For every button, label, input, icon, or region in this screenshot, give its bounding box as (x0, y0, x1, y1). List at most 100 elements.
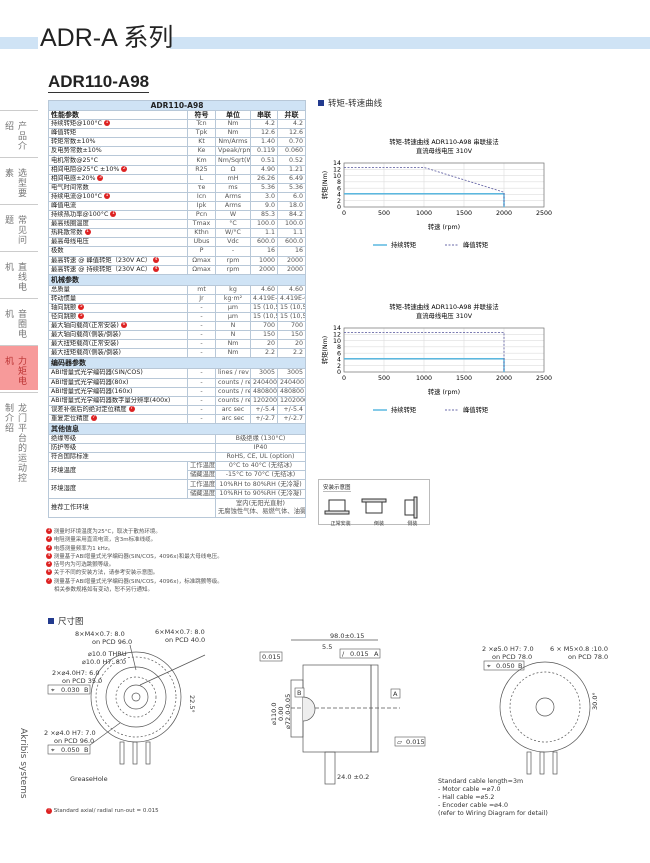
sidebar-item-label: 产品介绍 (3, 121, 26, 151)
table-cell: arc sec (215, 413, 251, 425)
table-cell: counts / rev (215, 377, 251, 388)
rear-label-1: 2 ×⌀5.0 H7: 7.0 (482, 645, 534, 653)
y-tick-label: 12 (333, 331, 341, 338)
sidebar-item[interactable]: 产品介绍 (0, 110, 38, 157)
legend-label: 持续转矩 (391, 405, 416, 414)
table-cell: 1202000 (250, 395, 278, 406)
table-row: 最大扭矩载荷(侧装/倒装) - Nm 2.2 2.2 (48, 348, 307, 359)
footnote: 7 测量基于ABI增量式光学编码器(SIN/COS，4096x)，标准跳颤等级。 (46, 577, 223, 585)
table-cell: 700 (276, 321, 307, 332)
footnote: 5 括号内为可选跳颤等级。 (46, 561, 115, 569)
param-label: 持续电流@100°C (51, 192, 103, 200)
param-label: ABI增量式光学编码器数字量分辨率(400x) (51, 396, 171, 404)
param-label: 最大扭矩载荷(侧装/倒装) (51, 349, 122, 357)
table-cell: Jr (187, 293, 216, 304)
table-row: ABI增量式光学编码器(160x)-counts / rev4808004808… (48, 386, 307, 397)
footnote-marker: 2 (121, 165, 128, 172)
table-cell: - (187, 395, 216, 406)
table-cell: 0°C to 40°C (无结冰) (214, 461, 307, 472)
param-name: 最大扭矩载荷(侧装/倒装) (48, 348, 188, 359)
table-cell: 6.0 (276, 191, 307, 202)
table-cell: 12.6 (250, 128, 278, 139)
footnote: 3 电感测量频率为1 kHz。 (46, 544, 114, 552)
side-dia-3: ⌀72.0-0.05 (284, 694, 292, 729)
sidebar-item[interactable]: 常见问题 (0, 204, 38, 251)
table-cell: rpm (215, 264, 251, 275)
sidebar-item[interactable]: 龙门平台的运动控制介绍 (0, 392, 38, 487)
table-cell: Arms (215, 191, 251, 202)
plot-frame (343, 162, 545, 208)
table-cell: 85.3 (250, 210, 278, 221)
table-row: 最高母线电压 Ubus Vdc 600.0 600.0 (48, 237, 307, 248)
table-cell: 符号 (187, 109, 216, 121)
footnote-text: 关于不同的安装方法，请参考安装示意图。 (53, 570, 159, 577)
table-cell: counts / rev (215, 395, 251, 406)
x-tick-label: 2500 (536, 210, 552, 217)
param-name: ABI增量式光学编码器数字量分辨率(400x) (48, 395, 188, 406)
side-view (290, 639, 400, 785)
param-name: 最大扭矩载荷(正常安装) (48, 339, 188, 350)
table-cell: 15 (10,5) (250, 302, 278, 313)
sidebar-item-label: 龙门平台的运动控制介绍 (3, 403, 26, 483)
cable-line-5: (refer to Wiring Diagram for detail) (438, 810, 548, 817)
install-normal-label: 正常安装 (330, 521, 351, 527)
table-cell: arc sec (215, 404, 251, 415)
front-label-6b: on PCD 96.0 (54, 737, 94, 745)
table-cell: 推荐工作环境 (48, 497, 216, 518)
install-title: 安装示意图 (323, 485, 351, 492)
table-cell: Ωmax (187, 264, 216, 275)
table-row: ABI增量式光学编码器数字量分辨率(400x)-counts / rev1202… (48, 395, 307, 406)
table-cell: 1202000 (276, 395, 307, 406)
table-cell: mH (215, 173, 251, 184)
table-cell: 4.60 (250, 284, 278, 295)
table-cell: Ωmax (187, 255, 216, 266)
dims-title: 尺寸图 (58, 617, 84, 627)
sidebar-item[interactable]: 音圈电机 (0, 298, 38, 345)
param-label: 最大轴向载荷(侧装/倒装) (51, 331, 122, 339)
table-cell: lines / rev (215, 368, 251, 379)
x-tick-label: 500 (378, 210, 390, 217)
chart-subtitle: 直流母线电压 310V (416, 146, 473, 155)
side-flange: 5.5 (322, 643, 332, 651)
table-cell: 16 (250, 246, 278, 257)
param-name: ABI增量式光学编码器(80x) (48, 377, 188, 388)
y-axis-label: 转矩(Nm) (320, 336, 329, 364)
table-cell: 工作温度 (187, 479, 216, 490)
table-cell: 工作温度 (187, 461, 216, 472)
param-label: 误差补偿后的绝对定位精度 (51, 405, 127, 413)
table-cell: 室内(无阳光直射)无腐蚀性气体、易燃气体、油雾或粉尘 (214, 497, 307, 518)
table-cell: 600.0 (276, 237, 307, 248)
front-label-1b: on PCD 96.0 (92, 638, 132, 646)
sidebar-item[interactable]: 选型要素 (0, 157, 38, 204)
table-cell: 4.419E-04 (276, 293, 307, 304)
footnote-marker: 4 (153, 256, 160, 263)
section-row: 其他信息 (47, 423, 307, 435)
param-name: 转矩常数±10% (48, 137, 188, 148)
table-cell: 20 (276, 339, 307, 350)
table-cell: - (187, 386, 216, 397)
x-tick-label: 0 (342, 375, 346, 382)
table-row: 最高线圈温度 Tmax °C 100.0 100.0 (48, 219, 307, 230)
front-label-2b: on PCD 40.0 (165, 636, 205, 644)
table-cell: N (215, 321, 251, 332)
front-label-1: 8×M4×0.7: 8.0 (75, 630, 125, 638)
table-cell: 1.1 (250, 228, 278, 239)
legend-label: 峰值转矩 (463, 240, 488, 249)
sidebar-item[interactable]: 力矩电机 (0, 345, 38, 390)
side-flatness: 0.015 (406, 738, 425, 746)
table-cell: 16 (276, 246, 307, 257)
side-mount-icon (404, 496, 418, 519)
param-name: 最大轴向载荷(侧装/倒装) (48, 330, 188, 341)
spec-table: ADR110-A98 性能参数 符号 单位 串联 并联 持续转矩@100°C 1 Tcn Nm 4… (47, 100, 307, 518)
table-cell: +/-2.7 (250, 413, 278, 425)
table-cell: P (187, 246, 216, 257)
svg-text:⌖: ⌖ (51, 746, 55, 754)
table-row: 热耗散常数 1 Kthn W/°C 1.1 1.1 (48, 228, 307, 239)
table-cell: - (187, 368, 216, 379)
y-tick-label: 0 (337, 204, 341, 211)
table-cell: 串联 (250, 109, 278, 121)
side-dia-2: 0.00 (277, 707, 285, 721)
sidebar-item[interactable]: 直线电机 (0, 251, 38, 298)
